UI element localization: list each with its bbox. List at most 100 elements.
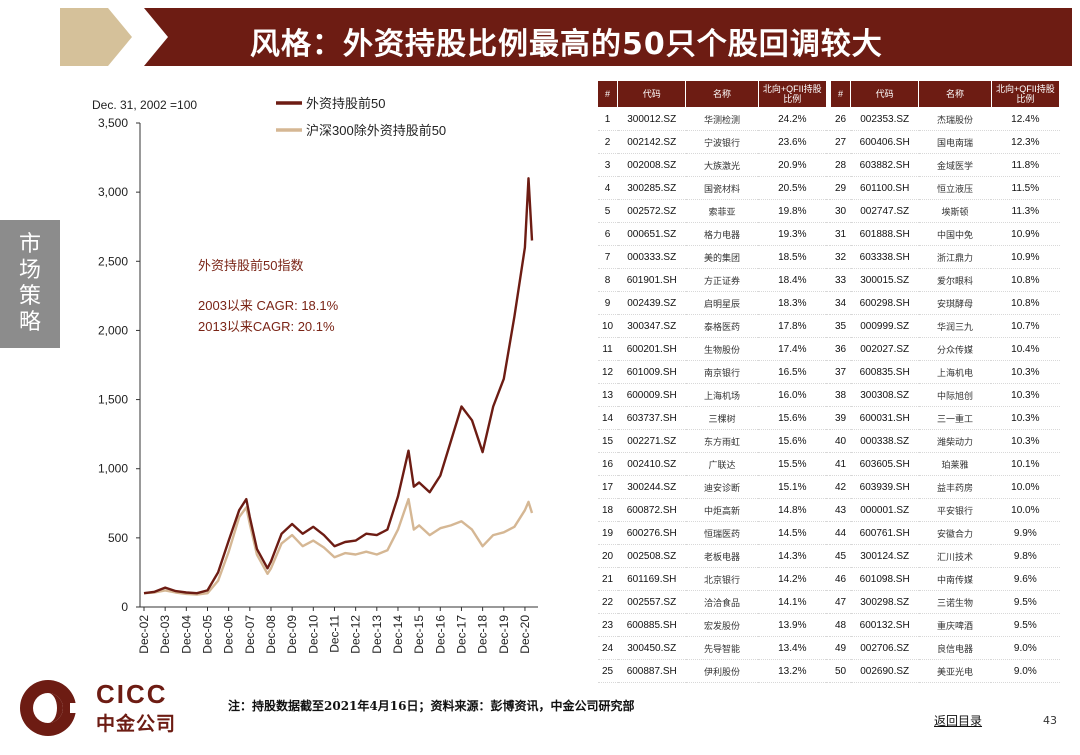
x-tick-label: Dec-06 xyxy=(222,615,236,654)
cell-rank: 29 xyxy=(830,176,851,200)
gap xyxy=(826,636,831,660)
cell-code: 002027.SZ xyxy=(850,337,919,361)
cell-code: 300450.SZ xyxy=(617,636,686,660)
x-tick-label: Dec-07 xyxy=(243,615,257,654)
gap xyxy=(826,429,831,453)
table-row: 20 002508.SZ 老板电器 14.3% 45 300124.SZ 汇川技术 9.8% xyxy=(597,544,1060,568)
table-row: 1 300012.SZ 华测检测 24.2% 26 002353.SZ 杰瑞股份 12.4% xyxy=(597,107,1060,131)
cell-rank: 4 xyxy=(597,176,618,200)
cell-rank: 17 xyxy=(597,475,618,499)
cell-ratio: 9.6% xyxy=(991,567,1060,591)
cell-ratio: 17.4% xyxy=(758,337,827,361)
cell-ratio: 10.8% xyxy=(991,268,1060,292)
gap xyxy=(826,360,831,384)
gap xyxy=(826,406,831,430)
cell-code: 300015.SZ xyxy=(850,268,919,292)
cell-name: 恒瑞医药 xyxy=(685,521,759,545)
header-rank: # xyxy=(829,80,852,108)
cell-code: 002572.SZ xyxy=(617,199,686,223)
gap xyxy=(826,590,831,614)
cell-rank: 28 xyxy=(830,153,851,177)
cell-ratio: 10.9% xyxy=(991,222,1060,246)
footnote: 注：持股数据截至2021年4月16日；资料来源：彭博资讯，中金公司研究部 xyxy=(228,699,635,713)
logo-text-cn: 中金公司 xyxy=(96,713,177,735)
cell-ratio: 11.5% xyxy=(991,176,1060,200)
cell-rank: 23 xyxy=(597,613,618,637)
legend-label: 沪深300除外资持股前50 xyxy=(306,123,446,138)
cell-code: 603939.SH xyxy=(850,475,919,499)
cell-name: 珀莱雅 xyxy=(918,452,992,476)
cell-code: 002439.SZ xyxy=(617,291,686,315)
cell-ratio: 10.4% xyxy=(991,337,1060,361)
table-row: 19 600276.SH 恒瑞医药 14.5% 44 600761.SH 安徽合力 9.9% xyxy=(597,521,1060,545)
cell-rank: 20 xyxy=(597,544,618,568)
cell-name: 中炬高新 xyxy=(685,498,759,522)
cell-rank: 11 xyxy=(597,337,618,361)
cell-rank: 38 xyxy=(830,383,851,407)
cell-code: 002008.SZ xyxy=(617,153,686,177)
gap xyxy=(826,176,831,200)
cell-ratio: 9.8% xyxy=(991,544,1060,568)
gap xyxy=(826,337,831,361)
x-tick-label: Dec-19 xyxy=(497,615,511,654)
cell-name: 潍柴动力 xyxy=(918,429,992,453)
cell-rank: 22 xyxy=(597,590,618,614)
cell-ratio: 17.8% xyxy=(758,314,827,338)
cell-rank: 10 xyxy=(597,314,618,338)
cell-code: 601901.SH xyxy=(617,268,686,292)
x-tick-label: Dec-15 xyxy=(412,615,426,654)
cell-rank: 30 xyxy=(830,199,851,223)
cell-rank: 21 xyxy=(597,567,618,591)
cell-ratio: 9.0% xyxy=(991,636,1060,660)
cell-ratio: 13.2% xyxy=(758,659,827,683)
cell-name: 美的集团 xyxy=(685,245,759,269)
cell-rank: 37 xyxy=(830,360,851,384)
table-row: 5 002572.SZ 索菲亚 19.8% 30 002747.SZ 埃斯顿 11.3% xyxy=(597,199,1060,223)
cell-name: 广联达 xyxy=(685,452,759,476)
table-row: 3 002008.SZ 大族激光 20.9% 28 603882.SH 金域医学 11.8% xyxy=(597,153,1060,177)
cell-rank: 27 xyxy=(830,130,851,154)
cell-name: 分众传媒 xyxy=(918,337,992,361)
cell-rank: 46 xyxy=(830,567,851,591)
cell-code: 002353.SZ xyxy=(850,107,919,131)
cell-name: 北京银行 xyxy=(685,567,759,591)
cell-code: 000338.SZ xyxy=(850,429,919,453)
cell-ratio: 9.0% xyxy=(991,659,1060,683)
table-row: 9 002439.SZ 启明星辰 18.3% 34 600298.SH 安琪酵母 10.8% xyxy=(597,291,1060,315)
cell-name: 宏发股份 xyxy=(685,613,759,637)
back-to-contents-link[interactable]: 返回目录 xyxy=(934,714,983,728)
table-row: 24 300450.SZ 先导智能 13.4% 49 002706.SZ 良信电器 9.0% xyxy=(597,636,1060,660)
cell-name: 洽洽食品 xyxy=(685,590,759,614)
header-ratio: 北向+QFII持股比例 xyxy=(990,80,1061,108)
cell-rank: 7 xyxy=(597,245,618,269)
x-tick-label: Dec-11 xyxy=(327,615,341,653)
table-row: 21 601169.SH 北京银行 14.2% 46 601098.SH 中南传媒 9.6% xyxy=(597,567,1060,591)
y-tick-label: 2,500 xyxy=(98,254,128,268)
cell-name: 中国中免 xyxy=(918,222,992,246)
cell-rank: 16 xyxy=(597,452,618,476)
cell-name: 恒立液压 xyxy=(918,176,992,200)
gap xyxy=(826,659,831,683)
series-line-csi300-ex xyxy=(143,497,534,596)
y-tick-label: 3,000 xyxy=(98,185,128,199)
cell-ratio: 10.3% xyxy=(991,360,1060,384)
cell-name: 爱尔眼科 xyxy=(918,268,992,292)
y-tick-label: 0 xyxy=(121,600,128,614)
gap xyxy=(826,613,831,637)
cell-name: 泰格医药 xyxy=(685,314,759,338)
cell-code: 300308.SZ xyxy=(850,383,919,407)
table-body: 1 300012.SZ 华测检测 24.2% 26 002353.SZ 杰瑞股份 12.4% 2… xyxy=(597,107,1060,683)
table-row: 15 002271.SZ 东方雨虹 15.6% 40 000338.SZ 潍柴动力 10.3% xyxy=(597,429,1060,453)
cell-ratio: 18.4% xyxy=(758,268,827,292)
cell-code: 002142.SZ xyxy=(617,130,686,154)
side-section-tab[interactable]: 市场策略 xyxy=(0,220,60,348)
cell-code: 002508.SZ xyxy=(617,544,686,568)
cell-name: 上海机电 xyxy=(918,360,992,384)
gap xyxy=(826,291,831,315)
cell-ratio: 12.4% xyxy=(991,107,1060,131)
cell-code: 600887.SH xyxy=(617,659,686,683)
cell-ratio: 16.0% xyxy=(758,383,827,407)
annotation-cagr-2003: 2003以来 CAGR: 18.1% xyxy=(198,298,339,313)
cell-rank: 24 xyxy=(597,636,618,660)
cell-code: 600835.SH xyxy=(850,360,919,384)
